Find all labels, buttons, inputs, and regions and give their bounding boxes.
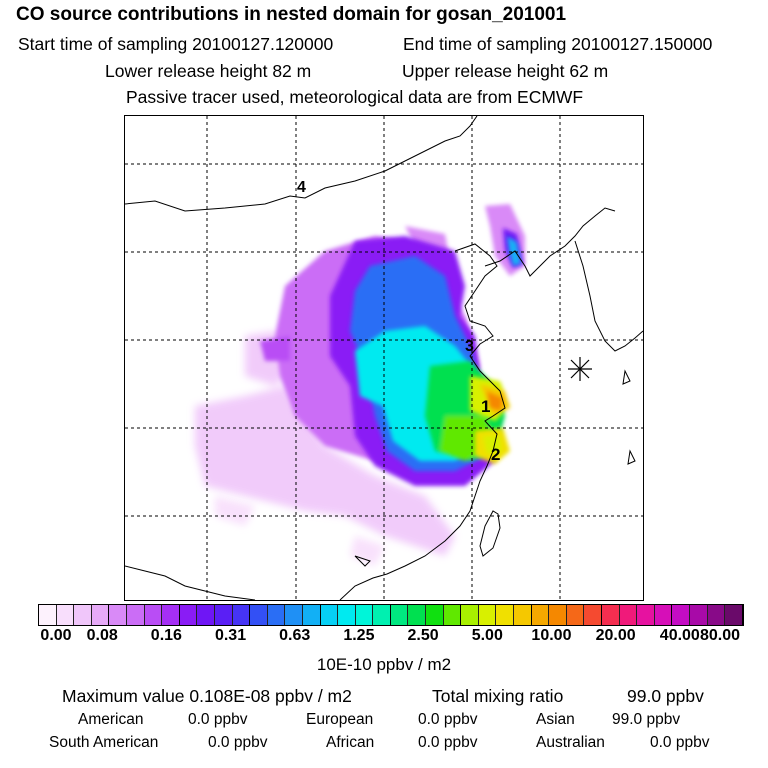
colorbar-segment <box>56 605 75 625</box>
colorbar-segment <box>179 605 198 625</box>
end-time-label: End time of sampling 20100127.150000 <box>403 34 713 54</box>
colorbar-segment <box>426 605 444 625</box>
region-name-asian: Asian <box>536 711 575 728</box>
colorbar-segment <box>672 605 690 625</box>
asterisk-icon <box>568 357 592 381</box>
colorbar-segment <box>443 605 462 625</box>
region-value-asian: 99.0 ppbv <box>612 711 681 728</box>
colorbar-segment <box>566 605 585 625</box>
colorbar-segment <box>619 605 638 625</box>
colorbar-tick-label: 0.63 <box>279 627 311 644</box>
colorbar-segment <box>285 605 303 625</box>
colorbar-segment <box>531 605 550 625</box>
source-label-1: 1 <box>481 397 490 416</box>
colorbar-segment <box>725 605 743 625</box>
colorbar-segment <box>707 605 726 625</box>
total-mixing-label: Total mixing ratio <box>432 686 564 706</box>
colorbar-tick-label: 40.00 <box>659 627 700 644</box>
colorbar-tick-label: 0.00 <box>40 627 72 644</box>
source-label-3: 3 <box>465 338 474 355</box>
colorbar-segment <box>584 605 602 625</box>
colorbar-tick-label: 2.50 <box>407 627 439 644</box>
colorbar-segment <box>267 605 286 625</box>
colorbar-segment <box>144 605 163 625</box>
colorbar-tick-label: 0.16 <box>150 627 182 644</box>
colorbar-segment <box>496 605 515 625</box>
region-value-south-american: 0.0 ppbv <box>208 734 268 751</box>
colorbar-tick-label: 20.00 <box>595 627 636 644</box>
total-mixing-value: 99.0 ppbv <box>627 686 704 706</box>
region-name-australian: Australian <box>536 734 605 751</box>
map-panel: 1 2 3 4 <box>124 115 644 601</box>
colorbar-segment <box>478 605 497 625</box>
upper-height-label: Upper release height 62 m <box>402 61 609 81</box>
tracer-note: Passive tracer used, meteorological data… <box>126 87 584 107</box>
colorbar-tick-label: 1.25 <box>343 627 375 644</box>
colorbar-segment <box>214 605 233 625</box>
colorbar-segment <box>373 605 391 625</box>
colorbar-segment <box>109 605 127 625</box>
colorbar-segment <box>602 605 620 625</box>
colorbar-segment <box>250 605 268 625</box>
colorbar-tick-label: 5.00 <box>471 627 503 644</box>
plume-hot <box>470 376 510 464</box>
region-name-american: American <box>78 711 144 728</box>
colorbar-segment <box>338 605 356 625</box>
colorbar-segment <box>74 605 92 625</box>
region-name-south-american: South American <box>49 734 159 751</box>
colorbar-segment <box>689 605 708 625</box>
colorbar-unit-label: 10E-10 ppbv / m2 <box>316 655 452 674</box>
coastlines <box>125 116 643 600</box>
colorbar-segment <box>461 605 479 625</box>
colorbar-segment <box>197 605 215 625</box>
colorbar <box>38 604 744 626</box>
colorbar-segment <box>232 605 251 625</box>
colorbar-segment <box>320 605 339 625</box>
colorbar-segment <box>514 605 532 625</box>
colorbar-segment <box>162 605 180 625</box>
region-name-african: African <box>326 734 375 751</box>
colorbar-segment <box>408 605 427 625</box>
colorbar-segment <box>126 605 145 625</box>
region-value-european: 0.0 ppbv <box>418 711 478 728</box>
colorbar-tick-label: 10.00 <box>531 627 572 644</box>
max-value-label: Maximum value 0.108E-08 ppbv / m2 <box>62 686 352 706</box>
colorbar-tick-label: 0.31 <box>214 627 247 644</box>
page-title: CO source contributions in nested domain… <box>16 4 567 25</box>
colorbar-segment <box>637 605 655 625</box>
colorbar-segment <box>39 605 57 625</box>
map-canvas: 1 2 3 4 <box>125 116 643 600</box>
colorbar-segment <box>390 605 409 625</box>
colorbar-tick-label: 0.08 <box>86 627 118 644</box>
region-name-european: European <box>306 711 374 728</box>
source-label-4: 4 <box>297 179 306 196</box>
colorbar-segment <box>302 605 321 625</box>
colorbar-tick-label: 80.00 <box>699 627 741 644</box>
start-time-label: Start time of sampling 20100127.120000 <box>18 34 334 54</box>
colorbar-segment <box>355 605 374 625</box>
colorbar-segment <box>549 605 567 625</box>
colorbar-segment <box>91 605 110 625</box>
region-value-african: 0.0 ppbv <box>418 734 478 751</box>
source-label-2: 2 <box>491 445 500 464</box>
region-value-american: 0.0 ppbv <box>188 711 248 728</box>
colorbar-segment <box>654 605 673 625</box>
region-value-australian: 0.0 ppbv <box>650 734 710 751</box>
lower-height-label: Lower release height 82 m <box>105 61 312 81</box>
